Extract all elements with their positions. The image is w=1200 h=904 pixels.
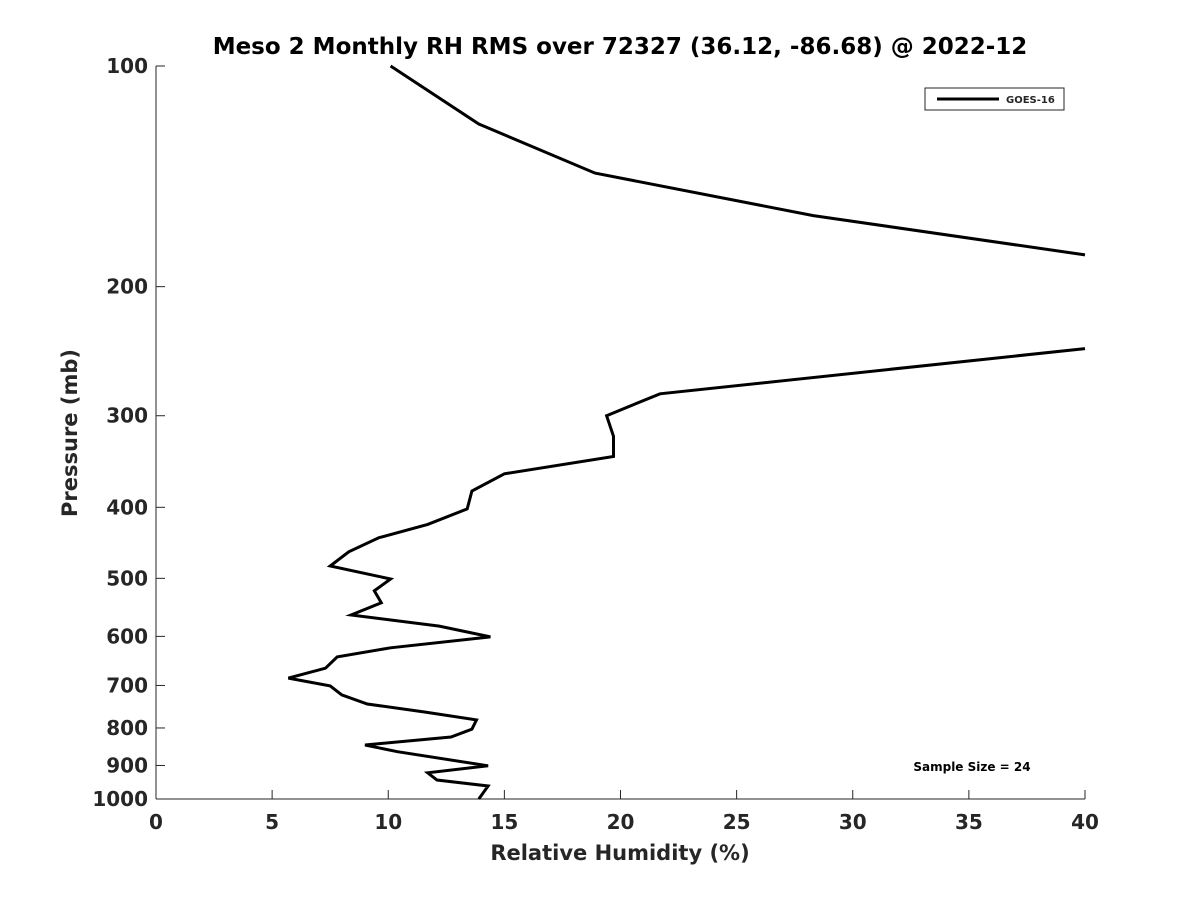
chart-title: Meso 2 Monthly RH RMS over 72327 (36.12,… — [213, 34, 1028, 60]
series-line-goes-16 — [288, 64, 1086, 800]
x-tick-label: 15 — [490, 810, 518, 834]
y-tick-label: 400 — [106, 495, 148, 519]
sample-size-annotation: Sample Size = 24 — [913, 760, 1030, 774]
y-axis-label: Pressure (mb) — [58, 349, 82, 517]
x-tick-label: 30 — [839, 810, 867, 834]
y-tick-label: 900 — [106, 753, 148, 777]
x-tick-label: 5 — [265, 810, 279, 834]
x-tick-label: 0 — [149, 810, 163, 834]
axes: 0 5 10 15 20 25 30 35 40 100 200 300 400 500 600 700 800… — [92, 54, 1099, 834]
legend: GOES-16 — [924, 87, 1065, 111]
x-tick-label: 20 — [607, 810, 635, 834]
y-tick-label: 100 — [106, 54, 148, 78]
y-tick-label: 800 — [106, 716, 148, 740]
y-tick-label: 600 — [106, 624, 148, 648]
y-tick-label: 300 — [106, 404, 148, 428]
x-tick-label: 10 — [374, 810, 402, 834]
x-tick-label: 25 — [723, 810, 751, 834]
x-tick-label: 35 — [955, 810, 983, 834]
y-tick-label: 1000 — [92, 787, 148, 811]
y-tick-label: 500 — [106, 566, 148, 590]
y-tick-label: 700 — [106, 673, 148, 697]
x-tick-label: 40 — [1071, 810, 1099, 834]
legend-label-goes-16: GOES-16 — [1006, 95, 1055, 106]
series-layer — [288, 64, 1086, 800]
x-axis-label: Relative Humidity (%) — [490, 841, 749, 865]
y-tick-label: 200 — [106, 275, 148, 299]
